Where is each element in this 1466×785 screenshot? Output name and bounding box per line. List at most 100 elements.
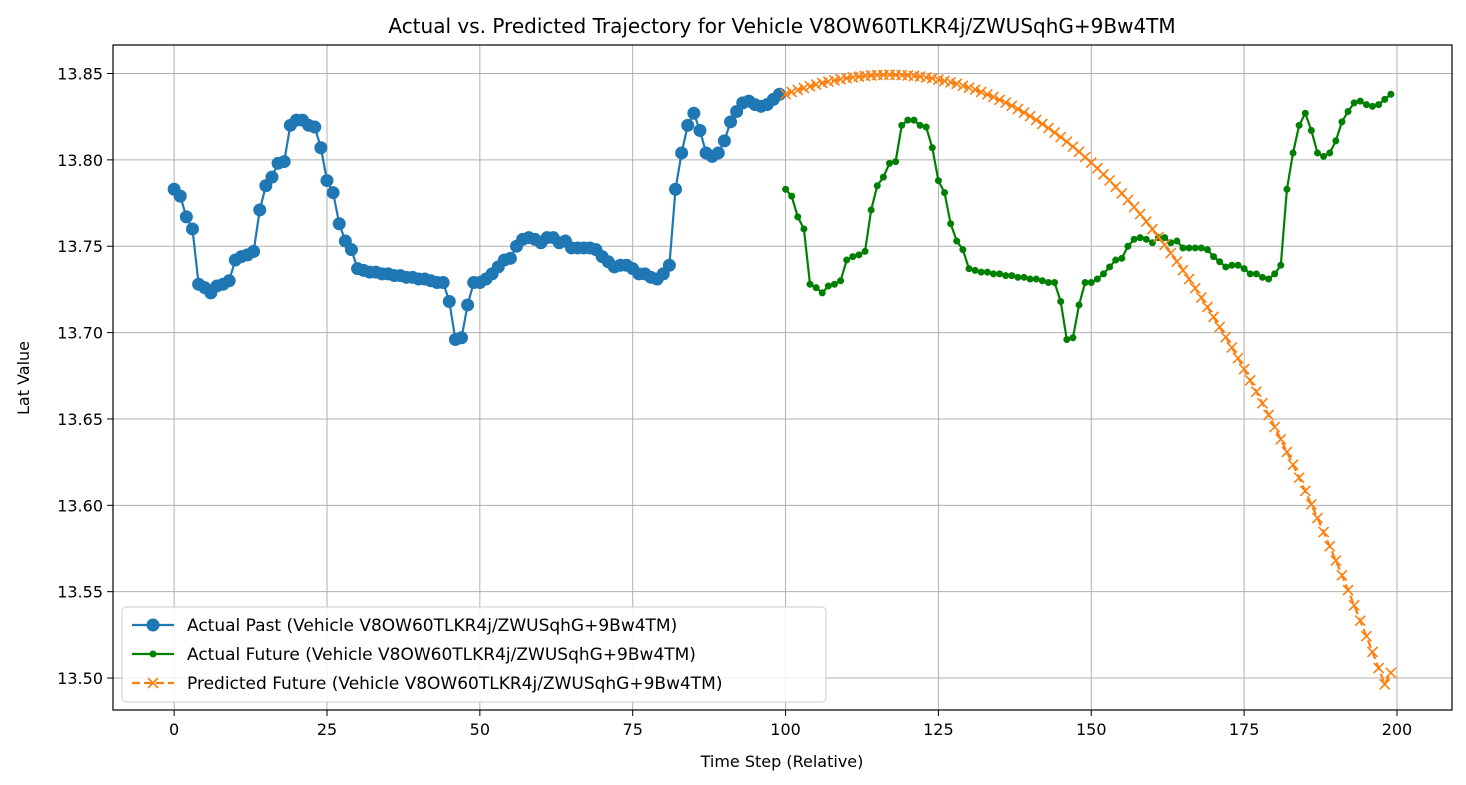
future-point [1026,275,1034,283]
x-tick-label: 100 [770,720,801,739]
future-point [1014,273,1022,281]
future-point [983,268,991,276]
legend-swatch-marker [147,677,159,689]
future-point [1008,272,1016,280]
future-point [1252,270,1260,278]
future-point [1289,149,1297,157]
future-point [1283,185,1291,193]
future-point [1234,261,1242,269]
predicted-point [1159,239,1171,251]
chart-title: Actual vs. Predicted Trajectory for Vehi… [388,14,1175,38]
past-point [455,331,469,345]
predicted-point [993,94,1006,106]
predicted-point [1281,446,1293,458]
predicted-point [1207,311,1220,323]
future-point [1246,270,1254,278]
predicted-point [786,86,798,98]
future-point [996,270,1004,278]
future-point [910,116,918,124]
predicted-point [1256,397,1269,409]
past-point [185,222,199,236]
predicted-point [1177,264,1189,276]
predicted-point [792,84,804,96]
future-point [1136,234,1144,242]
predicted-point [1049,127,1061,139]
legend-swatch-marker [146,618,160,632]
predicted-point [1342,584,1354,596]
predicted-point [1140,215,1152,228]
predicted-point [1214,321,1226,333]
predicted-point [1244,374,1256,386]
predicted-point [1263,409,1275,421]
future-point [1057,298,1065,305]
predicted-point [1195,291,1207,304]
future-point [1326,149,1334,157]
future-point [1277,261,1285,269]
x-axis-label: Time Step (Relative) [700,752,864,771]
predicted-point [1373,662,1385,674]
series-group [782,90,1395,343]
future-point [806,280,814,288]
future-point [1332,137,1340,145]
future-point [1210,253,1218,261]
future-point [1387,90,1395,98]
past-point [662,258,676,272]
axis-ticks: 0 25 50 75 100 125 150 175 200 13.50 13.55 13.60 13.… [57,65,1412,740]
past-point [436,276,450,289]
future-point [1265,275,1273,283]
predicted-point [1024,110,1036,122]
x-tick-label: 0 [169,720,179,739]
past-point [503,251,517,265]
x-tick-label: 125 [923,720,954,739]
future-point [885,159,893,167]
predicted-point [1385,667,1397,679]
predicted-point [1165,247,1177,259]
y-tick-label: 13.70 [57,324,103,343]
future-point [1381,95,1389,103]
future-point [971,266,979,274]
future-point [861,247,869,255]
predicted-point [1238,363,1250,375]
future-point [1099,270,1107,278]
future-point [1203,246,1211,254]
legend-label: Actual Future (Vehicle V8OW60TLKR4j/ZWUS… [187,645,696,665]
future-point [1216,258,1224,266]
predicted-point [1287,459,1299,471]
future-point [794,213,802,221]
future-point [916,121,924,129]
predicted-point [1232,352,1244,364]
past-point [326,186,340,200]
past-point [669,182,683,196]
past-point [265,170,279,184]
past-point [222,274,236,288]
future-point [965,265,973,273]
future-point [904,116,912,124]
future-point [1338,118,1346,126]
predicted-point [1354,615,1366,627]
future-point [788,192,796,200]
predicted-point [1275,433,1287,445]
future-point [1112,256,1120,264]
predicted-point [1318,526,1330,538]
predicted-point [1348,599,1360,611]
future-point [1142,235,1150,243]
predicted-point [1201,301,1213,313]
future-point [782,185,790,193]
x-tick-label: 25 [317,720,337,739]
predicted-point [1379,678,1391,690]
future-point [1369,102,1377,110]
future-point [1197,244,1205,252]
predicted-point [975,86,987,98]
future-point [1179,244,1187,252]
past-point [308,120,322,134]
past-point [711,146,725,160]
predicted-point [1189,282,1201,294]
y-tick-label: 13.85 [57,65,103,84]
y-tick-label: 13.80 [57,151,103,170]
predicted-point [1134,208,1146,220]
past-point [687,106,701,120]
future-point [1362,101,1370,109]
future-point [1032,275,1040,283]
past-point [344,243,358,257]
predicted-point [963,82,975,94]
